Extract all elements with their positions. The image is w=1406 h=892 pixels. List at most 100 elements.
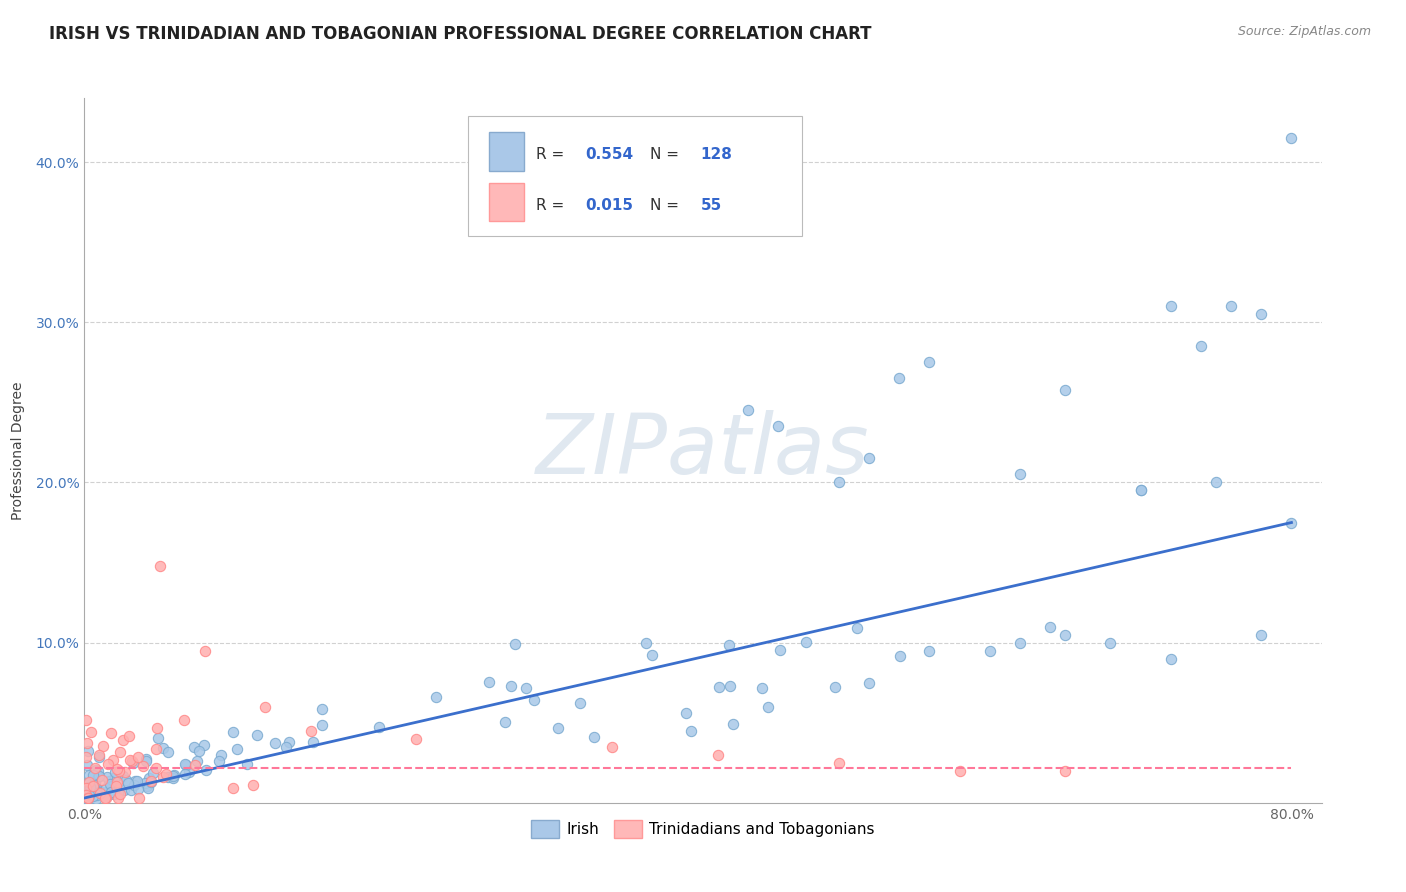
Point xyxy=(824,681,846,695)
Point xyxy=(96,770,118,784)
Point xyxy=(188,744,211,758)
Point xyxy=(828,475,851,490)
Bar xyxy=(489,132,523,170)
Point xyxy=(1129,483,1152,498)
Point xyxy=(79,780,101,794)
Point xyxy=(89,785,111,799)
Text: R =: R = xyxy=(536,147,569,162)
Point xyxy=(76,776,98,790)
Point xyxy=(1054,627,1077,641)
Point xyxy=(122,778,145,792)
Point xyxy=(98,787,121,801)
Text: 128: 128 xyxy=(700,147,733,162)
Point xyxy=(707,747,730,762)
Point xyxy=(112,733,135,747)
Point xyxy=(79,783,101,797)
Point xyxy=(108,788,131,802)
Point xyxy=(1160,651,1182,665)
Text: IRISH VS TRINIDADIAN AND TOBAGONIAN PROFESSIONAL DEGREE CORRELATION CHART: IRISH VS TRINIDADIAN AND TOBAGONIAN PROF… xyxy=(49,25,872,43)
Point xyxy=(155,767,177,781)
Point xyxy=(162,769,184,783)
Point xyxy=(162,772,184,786)
Point xyxy=(208,754,231,768)
Point xyxy=(236,756,259,771)
Point xyxy=(124,774,146,789)
Point xyxy=(121,754,143,768)
Point xyxy=(1008,635,1031,649)
Point xyxy=(100,784,122,798)
Point xyxy=(128,791,150,805)
Text: R =: R = xyxy=(536,198,569,213)
Point xyxy=(112,783,135,797)
Point xyxy=(105,775,128,789)
Point xyxy=(221,725,243,739)
Point xyxy=(254,699,277,714)
Point xyxy=(89,786,111,800)
Point xyxy=(152,741,174,756)
Point xyxy=(76,758,98,772)
Point xyxy=(302,735,325,749)
Point xyxy=(769,642,792,657)
Point xyxy=(93,789,115,804)
Point xyxy=(98,777,121,791)
Point xyxy=(104,770,127,784)
Point xyxy=(107,764,129,778)
Point xyxy=(105,762,128,776)
Point xyxy=(756,699,779,714)
Point xyxy=(602,739,624,754)
Point xyxy=(709,680,731,694)
Point xyxy=(94,791,117,805)
Point xyxy=(135,754,157,768)
Point xyxy=(87,764,110,779)
Point xyxy=(97,789,120,803)
Point xyxy=(720,679,742,693)
Point xyxy=(87,770,110,784)
Point xyxy=(82,768,104,782)
Point xyxy=(89,769,111,783)
Point xyxy=(858,675,880,690)
Point xyxy=(173,756,195,771)
Point xyxy=(91,739,114,753)
Point xyxy=(90,785,112,799)
Point xyxy=(77,791,100,805)
Point xyxy=(139,774,162,789)
Point xyxy=(135,780,157,794)
Point xyxy=(737,403,759,417)
Point xyxy=(100,785,122,799)
Point xyxy=(82,779,104,793)
Point xyxy=(77,767,100,781)
Point xyxy=(127,774,149,789)
Text: 0.554: 0.554 xyxy=(585,147,634,162)
Point xyxy=(94,780,117,795)
Point xyxy=(86,789,108,803)
Point xyxy=(108,745,131,759)
Point xyxy=(723,717,745,731)
Point xyxy=(104,780,127,794)
Point xyxy=(1250,627,1272,641)
Text: Source: ZipAtlas.com: Source: ZipAtlas.com xyxy=(1237,25,1371,38)
Point xyxy=(173,713,195,727)
Point xyxy=(193,738,215,752)
Point xyxy=(132,759,155,773)
Point xyxy=(77,744,100,758)
Point xyxy=(87,747,110,762)
Point xyxy=(156,745,179,759)
Point xyxy=(367,720,389,734)
Point xyxy=(75,780,97,795)
FancyBboxPatch shape xyxy=(468,116,801,235)
Point xyxy=(76,736,98,750)
Point xyxy=(77,788,100,802)
Point xyxy=(84,792,107,806)
Point xyxy=(478,675,501,690)
Point xyxy=(146,731,169,745)
Point xyxy=(136,780,159,795)
Point xyxy=(127,749,149,764)
Point xyxy=(1281,131,1303,145)
Point xyxy=(1220,299,1243,313)
Point xyxy=(103,764,125,779)
Point xyxy=(173,767,195,781)
Point xyxy=(640,648,662,662)
Point xyxy=(246,728,269,742)
Point xyxy=(889,371,911,385)
Text: N =: N = xyxy=(650,147,683,162)
